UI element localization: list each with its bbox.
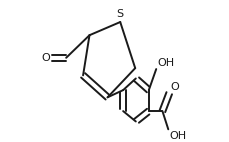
Text: OH: OH	[170, 131, 187, 141]
Text: O: O	[171, 82, 179, 92]
Text: OH: OH	[158, 58, 175, 68]
Text: O: O	[41, 53, 50, 63]
Text: S: S	[117, 9, 124, 19]
